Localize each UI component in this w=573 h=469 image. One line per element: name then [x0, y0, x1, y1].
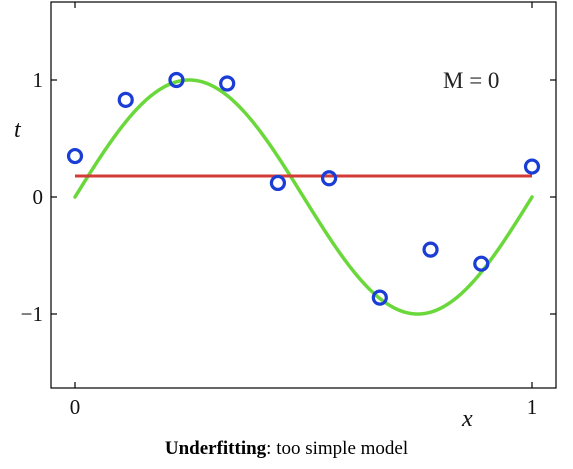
true-function-curve [73, 78, 534, 316]
data-point [66, 147, 84, 165]
data-point [320, 170, 338, 187]
data-point [117, 91, 134, 108]
model-order-annotation: M = 0 [443, 68, 499, 93]
data-point [219, 75, 236, 92]
data-point [473, 255, 490, 272]
y-tick-label: 0 [33, 185, 44, 209]
data-point [269, 174, 287, 192]
x-tick-label: 0 [70, 395, 81, 419]
y-tick-label: 1 [33, 68, 44, 92]
x-axis-label: x [461, 406, 473, 432]
caption-rest: : too simple model [266, 438, 409, 459]
y-tick-label: −1 [21, 302, 43, 326]
x-tick-label: 1 [527, 395, 538, 419]
figure-caption: Underfitting: too simple model [0, 438, 573, 460]
data-point [422, 241, 439, 258]
data-point [168, 71, 185, 89]
caption-bold: Underfitting [164, 438, 267, 459]
data-point [371, 289, 388, 306]
plot-frame [50, 1, 557, 389]
data-point [523, 158, 541, 175]
y-axis-label: t [14, 117, 22, 143]
